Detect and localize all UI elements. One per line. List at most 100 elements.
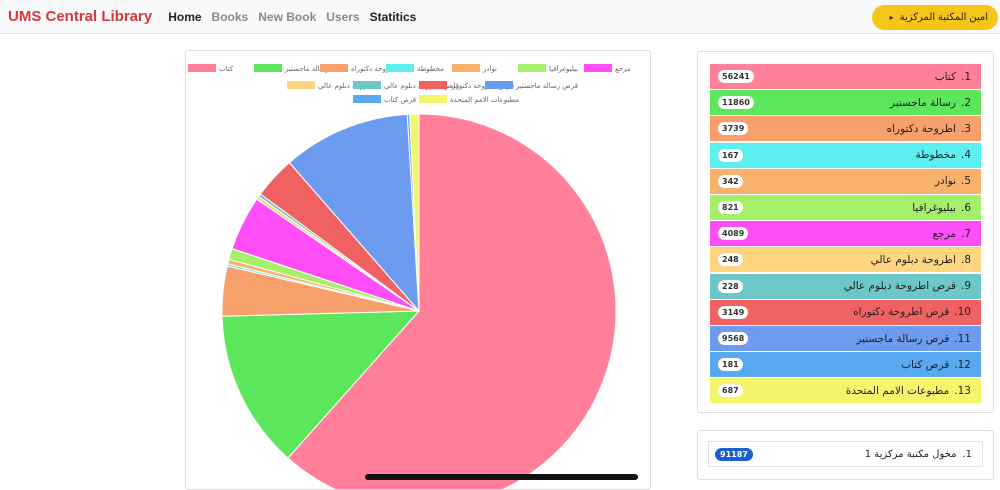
legend-item[interactable]: بيليوغرافيا [518, 64, 578, 73]
brand-title[interactable]: UMS Central Library [8, 8, 153, 25]
user-label: امين المكتبة المركزية [899, 12, 988, 23]
legend-swatch [254, 64, 282, 72]
legend-swatch [485, 81, 513, 89]
legend-swatch [353, 81, 381, 89]
list-item-count-badge: 56241 [718, 70, 754, 83]
legend-item[interactable]: قرص رسالة ماجستير [485, 81, 578, 90]
pie-slice[interactable] [287, 113, 617, 490]
list-item-count-badge: 342 [718, 174, 743, 188]
list-item-count-badge: 3149 [718, 305, 749, 319]
list-item-number: 9. [960, 280, 971, 293]
pie-slice[interactable] [409, 113, 420, 312]
list-item-label: قرص اطروحة دبلوم عالي [843, 280, 956, 293]
list-item[interactable]: 2. رسالة ماجستير 11860 [710, 90, 981, 116]
nav-link-statistics[interactable]: Statitics [369, 9, 417, 24]
list-item-number: 5. [960, 175, 971, 188]
list-item-number: 2. [960, 96, 971, 109]
legend-item[interactable]: نوادر [452, 64, 497, 73]
legend-label: قرص رسالة ماجستير [515, 82, 578, 90]
legend-label: بيليوغرافيا [549, 65, 578, 73]
list-item-label: بيليوغرافيا [912, 201, 956, 214]
list-item-number: 4. [960, 149, 971, 162]
list-item-count-badge: 821 [718, 201, 743, 214]
list-item[interactable]: 7. مرجع 4089 [710, 221, 981, 247]
legend-label: اطروحة دبلوم عالي [318, 82, 375, 90]
legend-item[interactable]: مخطوطة [386, 64, 444, 73]
list-item[interactable]: 1. كتاب 56241 [710, 64, 981, 89]
legend-label: مخطوطة [417, 65, 444, 73]
total-row[interactable]: 1. مخول مكتبة مركزية 1 91187 [708, 441, 983, 467]
list-item-number: 7. [960, 227, 971, 240]
list-item-count-badge: 248 [718, 253, 743, 267]
legend-label: رسالة ماجستير [284, 65, 329, 73]
nav-link-new-book[interactable]: New Book [258, 9, 317, 24]
legend-item[interactable]: رسالة ماجستير [254, 64, 329, 73]
list-item-label: مطبوعات الامم المتحدة [845, 384, 950, 397]
list-item-label: كتاب [934, 70, 956, 83]
list-item-count-badge: 228 [718, 279, 743, 293]
legend-swatch [353, 95, 381, 103]
legend-item[interactable]: مطبوعات الامم المتحدة [419, 95, 519, 104]
nav-link-home[interactable]: Home [168, 9, 202, 24]
list-item-number: 12. [954, 358, 971, 371]
total-count-badge: 91187 [715, 448, 753, 461]
list-item-label: اطروحة دكتوراه [886, 122, 956, 135]
list-item-count-badge: 11860 [718, 96, 754, 110]
caret-icon: ▸ [889, 13, 894, 22]
legend-label: نوادر [482, 65, 497, 73]
list-item-count-badge: 4089 [718, 227, 749, 241]
legend-item[interactable]: اطروحة دكتوراه [320, 64, 397, 73]
user-menu-button[interactable]: امين المكتبة المركزية ▸ [871, 5, 998, 30]
nav-link-users[interactable]: Users [326, 9, 360, 24]
list-item-number: 3. [960, 122, 971, 135]
list-item-count-badge: 687 [718, 384, 743, 398]
legend-item[interactable]: اطروحة دبلوم عالي [287, 81, 375, 90]
legend-swatch [419, 81, 447, 89]
list-item[interactable]: 6. بيليوغرافيا 821 [710, 195, 981, 220]
legend-item[interactable]: قرص اطروحة دكتوراه [419, 81, 514, 90]
legend-item[interactable]: مرجع [584, 64, 631, 73]
legend-label: مرجع [615, 65, 631, 73]
legend-label: مطبوعات الامم المتحدة [450, 96, 519, 104]
navbar: UMS Central Library Home Books New Book … [0, 0, 1000, 34]
list-item[interactable]: 10. قرص اطروحة دكتوراه 3149 [710, 299, 981, 325]
list-item[interactable]: 3. اطروحة دكتوراه 3739 [710, 116, 981, 142]
list-item[interactable]: 5. نوادر 342 [710, 168, 981, 194]
list-item-label: مخطوطة [915, 149, 956, 162]
pie-slice[interactable] [221, 310, 421, 459]
legend-label: قرص كتاب [384, 96, 416, 104]
home-indicator [365, 474, 638, 480]
pie-slice[interactable] [288, 113, 420, 313]
legend-item[interactable]: قرص كتاب [353, 95, 416, 104]
legend-swatch [287, 81, 315, 89]
legend-swatch [386, 64, 414, 72]
pie-chart: كتاب رسالة ماجستير اطروحة دكتوراه مخطوطة نوا… [188, 64, 631, 490]
legend-item[interactable]: كتاب [188, 64, 234, 73]
list-item-count-badge: 3739 [718, 122, 749, 136]
list-item-number: 6. [960, 201, 971, 214]
legend-swatch [320, 64, 348, 72]
list-item-count-badge: 167 [718, 148, 743, 162]
nav-link-books[interactable]: Books [211, 9, 249, 24]
legend-swatch [188, 64, 216, 72]
list-item[interactable]: 13. مطبوعات الامم المتحدة 687 [710, 378, 981, 404]
list-item-number: 13. [954, 384, 971, 397]
list-item[interactable]: 4. مخطوطة 167 [710, 142, 981, 168]
list-item[interactable]: 11. قرص رسالة ماجستير 9568 [710, 326, 981, 351]
list-item-number: 10. [954, 306, 971, 319]
list-item-count-badge: 181 [718, 358, 743, 372]
list-item-number: 1. [960, 70, 971, 83]
list-item-number: 11. [954, 332, 971, 345]
list-item[interactable]: 12. قرص كتاب 181 [710, 352, 981, 378]
legend-swatch [584, 64, 612, 72]
list-item-label: نوادر [934, 175, 956, 188]
chart-card: كتاب رسالة ماجستير اطروحة دكتوراه مخطوطة نوا… [185, 50, 651, 490]
list-item[interactable]: 9. قرص اطروحة دبلوم عالي 228 [710, 273, 981, 299]
list-item[interactable]: 8. اطروحة دبلوم عالي 248 [710, 247, 981, 273]
list-item-count-badge: 9568 [718, 332, 749, 345]
list-item-number: 8. [960, 253, 971, 266]
list-item-label: قرص رسالة ماجستير [856, 332, 950, 345]
category-list-card: 1. كتاب 56241 2. رسالة ماجستير 11860 3. اطروحة … [697, 51, 994, 413]
list-item-label: رسالة ماجستير [889, 96, 956, 109]
total-label: مخول مكتبة مركزية 1 [864, 448, 957, 460]
